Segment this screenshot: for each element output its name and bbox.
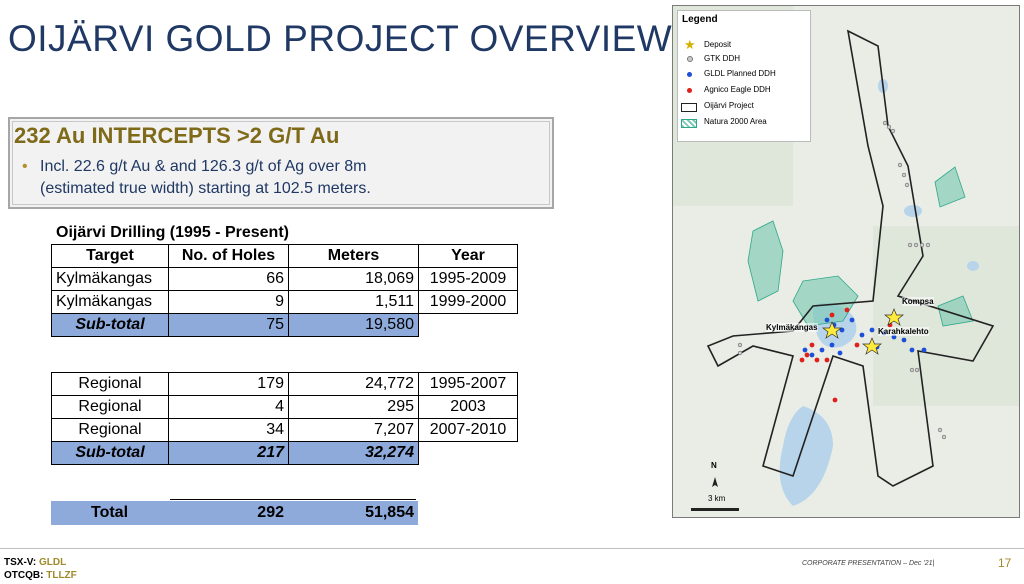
natura-2000-areas	[747, 166, 974, 327]
cell-holes: 179	[168, 372, 289, 396]
scale-bar	[691, 508, 739, 511]
drilling-table-kylmakangas: Target No. of Holes Meters Year Kylmäkan…	[51, 244, 518, 337]
map-graphic	[673, 6, 1019, 517]
highlight-callout: 232 Au INTERCEPTS >2 G/T Au • Incl. 22.6…	[8, 117, 554, 209]
cell-meters: 24,772	[288, 372, 419, 396]
cell-year: 1999-2000	[418, 290, 518, 314]
table-header-row: Target No. of Holes Meters Year	[51, 244, 518, 268]
cell-target: Regional	[51, 418, 169, 442]
otc-label: OTCQB:	[4, 570, 44, 581]
map-label-kompsa: Kompsa	[902, 297, 934, 306]
tsx-label: TSX-V:	[4, 557, 37, 568]
gldl-ddh-icon	[687, 72, 692, 77]
north-arrow	[712, 477, 718, 487]
legend-item-project: Oijärvi Project	[704, 101, 754, 110]
total-meters: 51,854	[288, 501, 418, 525]
legend-item-agnico: Agnico Eagle DDH	[704, 85, 771, 94]
callout-bullet-line2: (estimated true width) starting at 102.5…	[40, 180, 371, 197]
table-row: Kylmäkangas 9 1,511 1999-2000	[51, 290, 518, 314]
total-holes: 292	[168, 501, 288, 525]
cell-target: Kylmäkangas	[51, 290, 169, 314]
cell-target: Regional	[51, 372, 169, 396]
legend-item-deposit: Deposit	[704, 40, 732, 49]
cell-holes: 34	[168, 418, 289, 442]
page-title: OIJÄRVI GOLD PROJECT OVERVIEW	[8, 18, 673, 59]
drilling-total-table: Total 292 51,854	[51, 501, 418, 525]
map-overlay	[691, 120, 947, 511]
footer-tsx-ticker: TSX-V: GLDL	[4, 557, 66, 568]
total-label: Total	[51, 501, 168, 525]
header-meters: Meters	[288, 244, 419, 268]
table-row: Kylmäkangas 66 18,069 1995-2009	[51, 267, 518, 291]
map-label-karahkalehto: Karahkalehto	[878, 327, 929, 336]
cell-target: Regional	[51, 395, 169, 419]
gtk-ddh-points	[737, 120, 947, 440]
header-target: Target	[51, 244, 169, 268]
cell-year: 2007-2010	[418, 418, 518, 442]
table-row: Regional 4 295 2003	[51, 395, 518, 419]
header-holes: No. of Holes	[168, 244, 289, 268]
subtotal-holes: 75	[168, 313, 289, 337]
scale-bar-label: 3 km	[708, 494, 726, 503]
cell-meters: 295	[288, 395, 419, 419]
cell-meters: 7,207	[288, 418, 419, 442]
bullet-dot-icon: •	[22, 158, 28, 175]
empty-cell	[419, 442, 518, 465]
drilling-table-caption: Oijärvi Drilling (1995 - Present)	[56, 224, 289, 241]
map-label-kylmakangas: Kylmäkangas	[766, 323, 818, 332]
cell-year: 1995-2009	[418, 267, 518, 291]
cell-meters: 18,069	[288, 267, 419, 291]
page-number: 17	[998, 556, 1012, 570]
legend-item-natura: Natura 2000 Area	[704, 117, 767, 126]
subtotal-row: Sub-total 75 19,580	[51, 313, 518, 337]
cell-holes: 66	[168, 267, 289, 291]
cell-holes: 9	[168, 290, 289, 314]
footer-otc-ticker: OTCQB: TLLZF	[4, 570, 77, 581]
cell-meters: 1,511	[288, 290, 419, 314]
agnico-eagle-ddh-points	[799, 307, 893, 403]
table-row: Regional 179 24,772 1995-2007	[51, 372, 518, 396]
legend-title: Legend	[682, 14, 718, 25]
natura-area-icon	[681, 119, 697, 128]
subtotal-label: Sub-total	[51, 313, 169, 337]
otc-value: TLLZF	[46, 570, 77, 581]
north-arrow-label: N	[711, 461, 717, 470]
legend-item-gtk: GTK DDH	[704, 54, 740, 63]
footer-divider	[0, 548, 1024, 549]
callout-bullet: • Incl. 22.6 g/t Au & and 126.3 g/t of A…	[22, 156, 540, 200]
subtotal-meters: 19,580	[288, 313, 419, 337]
gtk-ddh-icon	[687, 56, 693, 62]
total-row: Total 292 51,854	[51, 501, 418, 525]
star-icon: ★	[684, 37, 696, 52]
subtotal-row: Sub-total 217 32,274	[51, 441, 518, 465]
cell-holes: 4	[168, 395, 289, 419]
tsx-value: GLDL	[39, 557, 67, 568]
callout-heading: 232 Au INTERCEPTS >2 G/T Au	[14, 123, 340, 148]
header-year: Year	[418, 244, 518, 268]
cell-year: 2003	[418, 395, 518, 419]
map-legend: Legend ★ Deposit GTK DDH GLDL Planned DD…	[677, 10, 811, 142]
table-row: Regional 34 7,207 2007-2010	[51, 418, 518, 442]
callout-inner-border	[12, 121, 550, 205]
project-map	[672, 5, 1020, 518]
subtotal-label: Sub-total	[51, 441, 169, 465]
legend-item-gldl: GLDL Planned DDH	[704, 69, 776, 78]
project-boundary-icon	[681, 103, 697, 112]
subtotal-meters: 32,274	[288, 441, 419, 465]
empty-cell	[419, 314, 518, 337]
footer-presentation-label: CORPORATE PRESENTATION – Dec '21|	[802, 560, 935, 567]
cell-target: Kylmäkangas	[51, 267, 169, 291]
project-boundary	[706, 29, 995, 487]
total-top-rule	[170, 499, 416, 500]
subtotal-holes: 217	[168, 441, 289, 465]
drilling-table-regional: Regional 179 24,772 1995-2007 Regional 4…	[51, 372, 518, 465]
agnico-ddh-icon	[687, 88, 692, 93]
gldl-planned-ddh-points	[802, 317, 927, 358]
cell-year: 1995-2007	[418, 372, 518, 396]
deposit-markers	[822, 308, 904, 355]
callout-bullet-line1: Incl. 22.6 g/t Au & and 126.3 g/t of Ag …	[40, 158, 367, 175]
